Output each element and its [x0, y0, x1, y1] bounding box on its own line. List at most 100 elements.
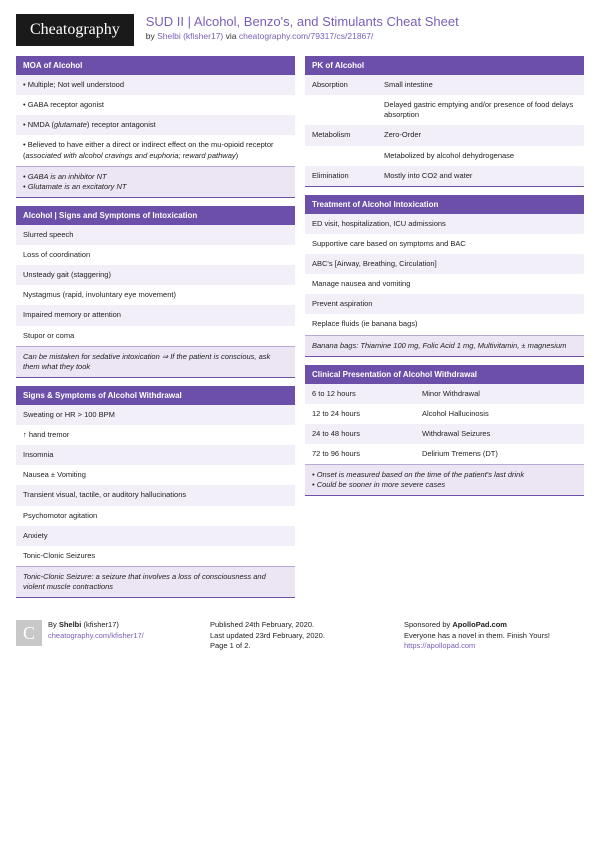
section-note: Can be mistaken for sedative intoxicatio… [16, 346, 295, 377]
section-moa-alcohol: MOA of Alcohol Multiple; Not well unders… [16, 56, 295, 198]
list-item: Psychomotor agitation [16, 506, 295, 526]
kv-key: Metabolism [312, 130, 384, 140]
kv-key: 6 to 12 hours [312, 389, 422, 399]
section-note: Banana bags: Thiamine 100 mg, Folic Acid… [305, 335, 584, 356]
page-header: Cheatography SUD II | Alcohol, Benzo's, … [16, 14, 584, 46]
table-row: Metabolized by alcohol dehydrogenase [305, 146, 584, 166]
kv-value: Delayed gastric emptying and/or presence… [384, 100, 577, 120]
author-handle: (kfisher17) [181, 31, 224, 41]
table-row: 72 to 96 hoursDelirium Tremens (DT) [305, 444, 584, 464]
kv-key: 24 to 48 hours [312, 429, 422, 439]
list-item: Insomnia [16, 445, 295, 465]
table-row: 12 to 24 hoursAlcohol Hallucinosis [305, 404, 584, 424]
note-line: • Glutamate is an excitatory NT [23, 182, 288, 192]
list-item: ABC's [Airway, Breathing, Circulation] [305, 254, 584, 274]
section-withdrawal-signs: Signs & Symptoms of Alcohol Withdrawal S… [16, 386, 295, 598]
list-item: Unsteady gait (staggering) [16, 265, 295, 285]
author-link[interactable]: Shelbi (kfisher17) [157, 31, 223, 41]
table-row: EliminationMostly into CO2 and water [305, 166, 584, 186]
list-item: NMDA (glutamate) receptor antagonist [16, 115, 295, 135]
footer-by-prefix: By [48, 620, 59, 629]
section-intoxication-signs: Alcohol | Signs and Symptoms of Intoxica… [16, 206, 295, 378]
section-header: Alcohol | Signs and Symptoms of Intoxica… [16, 206, 295, 225]
via-text: via [223, 31, 239, 41]
section-note: • GABA is an inhibitor NT • Glutamate is… [16, 166, 295, 197]
kv-value: Minor Withdrawal [422, 389, 577, 399]
footer-sponsor-link[interactable]: https://apollopad.com [404, 641, 475, 650]
section-withdrawal-presentation: Clinical Presentation of Alcohol Withdra… [305, 365, 584, 497]
note-line: • Onset is measured based on the time of… [312, 470, 577, 480]
footer-author-name: Shelbi [59, 620, 82, 629]
list-item: Stupor or coma [16, 326, 295, 346]
table-row: MetabolismZero-Order [305, 125, 584, 145]
list-item: Impaired memory or attention [16, 305, 295, 325]
section-header: Treatment of Alcohol Intoxication [305, 195, 584, 214]
note-line: • Could be sooner in more severe cases [312, 480, 577, 490]
list-item: ED visit, hospitalization, ICU admission… [305, 214, 584, 234]
kv-key [312, 151, 384, 161]
footer-sponsor-block: Sponsored by ApolloPad.com Everyone has … [404, 620, 584, 652]
text: NMDA ( [28, 120, 54, 129]
section-header: MOA of Alcohol [16, 56, 295, 75]
text-italic: glutamate [54, 120, 87, 129]
footer-sponsor-name: ApolloPad.com [452, 620, 507, 629]
table-row: 24 to 48 hoursWithdrawal Seizures [305, 424, 584, 444]
list-item: Slurred speech [16, 225, 295, 245]
kv-value: Delirium Tremens (DT) [422, 449, 577, 459]
list-item: Tonic-Clonic Seizures [16, 546, 295, 566]
footer-author-link[interactable]: cheatography.com/kfisher17/ [48, 631, 144, 640]
right-column: PK of Alcohol AbsorptionSmall intestine … [305, 56, 584, 606]
table-row: AbsorptionSmall intestine [305, 75, 584, 95]
kv-value: Withdrawal Seizures [422, 429, 577, 439]
list-item: Multiple; Not well understood [16, 75, 295, 95]
page-footer: C By Shelbi (kfisher17) cheatography.com… [16, 614, 584, 652]
text-italic: associated with alcohol cravings and eup… [26, 151, 236, 160]
by-prefix: by [146, 31, 157, 41]
list-item: Prevent aspiration [305, 294, 584, 314]
footer-meta-block: Published 24th February, 2020. Last upda… [210, 620, 390, 652]
list-item: Manage nausea and vomiting [305, 274, 584, 294]
kv-value: Small intestine [384, 80, 577, 90]
kv-key: Elimination [312, 171, 384, 181]
kv-key: 72 to 96 hours [312, 449, 422, 459]
footer-sponsor-tagline: Everyone has a novel in them. Finish You… [404, 631, 584, 642]
section-header: Clinical Presentation of Alcohol Withdra… [305, 365, 584, 384]
footer-sponsored-prefix: Sponsored by [404, 620, 452, 629]
page-title: SUD II | Alcohol, Benzo's, and Stimulant… [146, 14, 584, 29]
note-line: • GABA is an inhibitor NT [23, 172, 288, 182]
footer-page: Page 1 of 2. [210, 641, 390, 652]
list-item: ↑ hand tremor [16, 425, 295, 445]
footer-author-block: C By Shelbi (kfisher17) cheatography.com… [16, 620, 196, 652]
table-row: Delayed gastric emptying and/or presence… [305, 95, 584, 125]
list-item: Supportive care based on symptoms and BA… [305, 234, 584, 254]
list-item: Anxiety [16, 526, 295, 546]
kv-key: 12 to 24 hours [312, 409, 422, 419]
footer-author-handle: (kfisher17) [81, 620, 119, 629]
text: ) receptor antagonist [87, 120, 156, 129]
kv-value: Metabolized by alcohol dehydrogenase [384, 151, 577, 161]
list-item: Nausea ± Vomiting [16, 465, 295, 485]
section-note: Tonic-Clonic Seizure: a seizure that inv… [16, 566, 295, 597]
footer-logo: C [16, 620, 42, 646]
list-item: Transient visual, tactile, or auditory h… [16, 485, 295, 505]
list-item: Nystagmus (rapid, involuntary eye moveme… [16, 285, 295, 305]
table-row: 6 to 12 hoursMinor Withdrawal [305, 384, 584, 404]
kv-key: Absorption [312, 80, 384, 90]
list-item: Sweating or HR > 100 BPM [16, 405, 295, 425]
byline: by Shelbi (kfisher17) via cheatography.c… [146, 31, 584, 41]
footer-updated: Last updated 23rd February, 2020. [210, 631, 390, 642]
left-column: MOA of Alcohol Multiple; Not well unders… [16, 56, 295, 606]
list-item: Replace fluids (ie banana bags) [305, 314, 584, 334]
list-item: GABA receptor agonist [16, 95, 295, 115]
footer-published: Published 24th February, 2020. [210, 620, 390, 631]
section-pk-alcohol: PK of Alcohol AbsorptionSmall intestine … [305, 56, 584, 187]
section-header: Signs & Symptoms of Alcohol Withdrawal [16, 386, 295, 405]
section-note: • Onset is measured based on the time of… [305, 464, 584, 495]
list-item: Loss of coordination [16, 245, 295, 265]
kv-value: Mostly into CO2 and water [384, 171, 577, 181]
via-link[interactable]: cheatography.com/79317/cs/21867/ [239, 31, 374, 41]
author-name: Shelbi [157, 31, 181, 41]
section-treatment-intoxication: Treatment of Alcohol Intoxication ED vis… [305, 195, 584, 357]
site-logo[interactable]: Cheatography [16, 14, 134, 46]
text: ) [236, 151, 239, 160]
